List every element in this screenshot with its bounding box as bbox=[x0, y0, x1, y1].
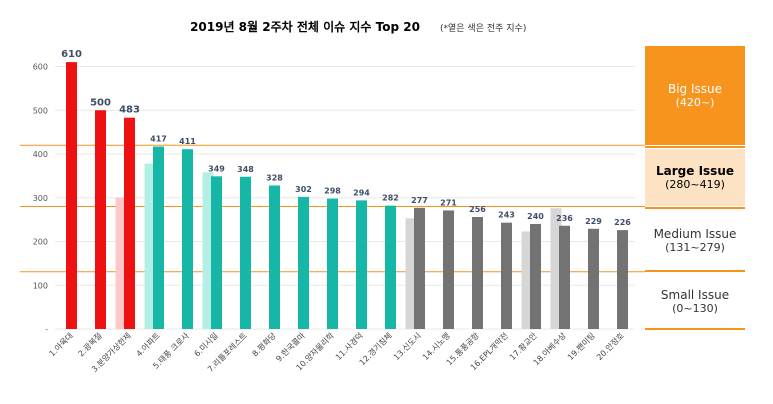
prev-week-bar bbox=[144, 163, 156, 329]
data-label: 271 bbox=[440, 198, 457, 207]
x-tick-label: 6.미시일 bbox=[193, 331, 220, 358]
data-label: 256 bbox=[469, 205, 486, 214]
prev-week-bar bbox=[202, 172, 214, 329]
bar bbox=[153, 146, 164, 329]
data-label: 417 bbox=[150, 135, 167, 144]
x-tick-label: 13.신도시 bbox=[392, 331, 423, 362]
bar bbox=[124, 117, 135, 329]
y-tick-label: - bbox=[45, 325, 48, 334]
x-tick-label: 1.아육대 bbox=[47, 330, 75, 358]
data-label: 298 bbox=[324, 187, 341, 196]
y-tick-label: 600 bbox=[33, 63, 48, 72]
data-label: 243 bbox=[498, 211, 515, 220]
bar bbox=[240, 176, 251, 329]
band-name: Small Issue bbox=[660, 287, 730, 302]
prev-week-bar bbox=[521, 231, 533, 329]
data-label: 282 bbox=[382, 194, 399, 203]
y-tick-label: 400 bbox=[33, 150, 48, 159]
bar bbox=[66, 62, 77, 329]
bar bbox=[472, 217, 483, 329]
band-divider bbox=[645, 146, 745, 148]
bar bbox=[501, 222, 512, 329]
band-divider bbox=[645, 270, 745, 272]
data-label: 226 bbox=[614, 218, 631, 227]
data-label: 483 bbox=[119, 105, 140, 116]
data-label: 348 bbox=[237, 165, 254, 174]
band-divider bbox=[645, 328, 745, 330]
bar bbox=[530, 224, 541, 329]
prev-week-bar bbox=[115, 197, 127, 329]
band-range: (131~279) bbox=[665, 240, 725, 254]
band-divider bbox=[645, 207, 745, 209]
prev-week-bar bbox=[405, 218, 417, 329]
chart-title: 2019년 8월 2주차 전체 이슈 지수 Top 20 bbox=[190, 19, 420, 34]
data-label: 229 bbox=[585, 217, 602, 226]
y-tick-label: 300 bbox=[33, 194, 48, 203]
band-big-issue: Big Issue (420~) bbox=[645, 46, 745, 145]
band-small-issue: Small Issue (0~130) bbox=[645, 275, 745, 327]
bar bbox=[211, 176, 222, 329]
band-range: (0~130) bbox=[672, 301, 718, 315]
y-tick-label: 100 bbox=[33, 281, 48, 290]
data-label: 302 bbox=[295, 185, 312, 194]
data-label: 277 bbox=[411, 196, 428, 205]
bar bbox=[95, 110, 106, 329]
band-range: (420~) bbox=[675, 96, 715, 109]
band-name: Large Issue bbox=[656, 164, 734, 178]
bar bbox=[414, 207, 425, 329]
band-name: Big Issue bbox=[667, 82, 723, 96]
bar bbox=[443, 210, 454, 329]
band-medium-issue: Medium Issue (131~279) bbox=[645, 212, 745, 268]
data-label: 328 bbox=[266, 174, 283, 183]
chart-subtitle: (*옅은 색은 전주 지수) bbox=[440, 23, 526, 34]
bar bbox=[269, 185, 280, 329]
band-large-issue: Large Issue (280~419) bbox=[645, 149, 745, 206]
data-label: 500 bbox=[90, 97, 111, 108]
bar bbox=[298, 196, 309, 329]
x-tick-label: 4.아파트 bbox=[134, 330, 162, 358]
bar bbox=[327, 198, 338, 329]
bar bbox=[385, 205, 396, 329]
band-range: (280~419) bbox=[665, 178, 725, 191]
x-tick-label: 2.광복절 bbox=[76, 330, 104, 358]
y-tick-label: 200 bbox=[33, 238, 48, 247]
x-tick-label: 20.안정호 bbox=[594, 330, 626, 362]
data-label: 294 bbox=[353, 188, 370, 197]
bar bbox=[356, 200, 367, 329]
bar bbox=[182, 149, 193, 329]
band-name: Medium Issue bbox=[653, 226, 737, 241]
data-label: 236 bbox=[556, 214, 573, 223]
x-tick-label: 19.팬미팅 bbox=[565, 330, 597, 362]
bar bbox=[559, 225, 570, 329]
y-tick-label: 500 bbox=[33, 106, 48, 115]
data-label: 610 bbox=[61, 49, 82, 60]
data-label: 240 bbox=[527, 212, 544, 221]
data-label: 411 bbox=[179, 137, 196, 146]
prev-week-bar bbox=[550, 208, 562, 329]
bar bbox=[617, 230, 628, 329]
data-label: 349 bbox=[208, 164, 225, 173]
bar bbox=[588, 228, 599, 329]
x-tick-label: 8.평화당 bbox=[250, 330, 279, 359]
